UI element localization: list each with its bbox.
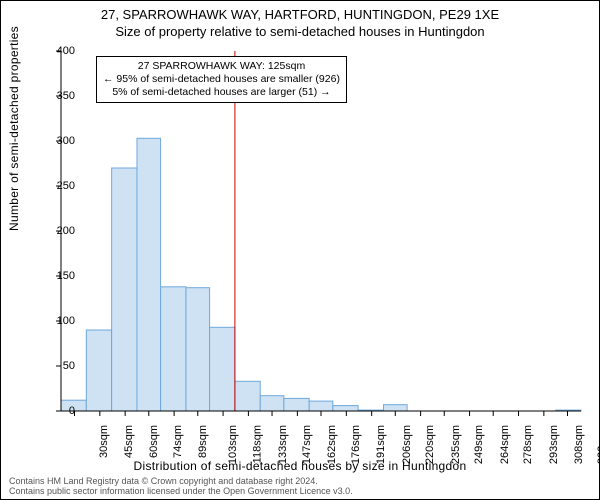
title-sub: Size of property relative to semi-detach…: [1, 24, 599, 39]
x-tick-label: 220sqm: [424, 425, 436, 464]
title-main: 27, SPARROWHAWK WAY, HARTFORD, HUNTINGDO…: [1, 7, 599, 22]
x-tick-label: 45sqm: [123, 425, 135, 458]
y-tick-label: 100: [43, 315, 75, 327]
y-tick-label: 400: [43, 45, 75, 57]
x-tick-label: 249sqm: [473, 425, 485, 464]
footer-line2: Contains public sector information licen…: [9, 487, 353, 497]
x-tick-label: 293sqm: [548, 425, 560, 464]
x-tick-label: 206sqm: [401, 425, 413, 464]
y-tick-label: 200: [43, 225, 75, 237]
y-tick-label: 0: [43, 405, 75, 417]
annotation-box: 27 SPARROWHAWK WAY: 125sqm ← 95% of semi…: [96, 56, 347, 103]
y-axis-label: Number of semi-detached properties: [7, 26, 21, 231]
y-tick-label: 300: [43, 135, 75, 147]
histogram-svg: [61, 51, 581, 411]
x-tick-label: 278sqm: [522, 425, 534, 464]
x-tick-label: 74sqm: [172, 425, 184, 458]
x-tick-label: 322sqm: [597, 425, 600, 464]
annotation-line2: ← 95% of semi-detached houses are smalle…: [103, 73, 340, 86]
x-tick-label: 118sqm: [251, 425, 263, 463]
x-tick-label: 133sqm: [278, 425, 290, 464]
chart-container: 27, SPARROWHAWK WAY, HARTFORD, HUNTINGDO…: [0, 0, 600, 500]
x-tick-label: 162sqm: [327, 425, 339, 464]
x-tick-label: 264sqm: [499, 425, 511, 464]
x-tick-label: 191sqm: [375, 425, 387, 464]
y-tick-label: 50: [43, 360, 75, 372]
x-tick-label: 89sqm: [197, 425, 209, 458]
y-tick-label: 250: [43, 180, 75, 192]
x-tick-label: 103sqm: [227, 425, 239, 464]
annotation-line1: 27 SPARROWHAWK WAY: 125sqm: [103, 60, 340, 73]
x-tick-label: 308sqm: [573, 425, 585, 464]
x-tick-label: 235sqm: [450, 425, 462, 464]
annotation-line3: 5% of semi-detached houses are larger (5…: [103, 86, 340, 99]
footer-attribution: Contains HM Land Registry data © Crown c…: [9, 477, 353, 497]
x-tick-label: 60sqm: [148, 425, 160, 458]
y-tick-label: 350: [43, 90, 75, 102]
x-tick-label: 30sqm: [98, 425, 110, 458]
x-tick-label: 176sqm: [350, 425, 362, 464]
plot-area: [61, 51, 581, 411]
y-tick-label: 150: [43, 270, 75, 282]
x-tick-label: 147sqm: [301, 425, 313, 464]
